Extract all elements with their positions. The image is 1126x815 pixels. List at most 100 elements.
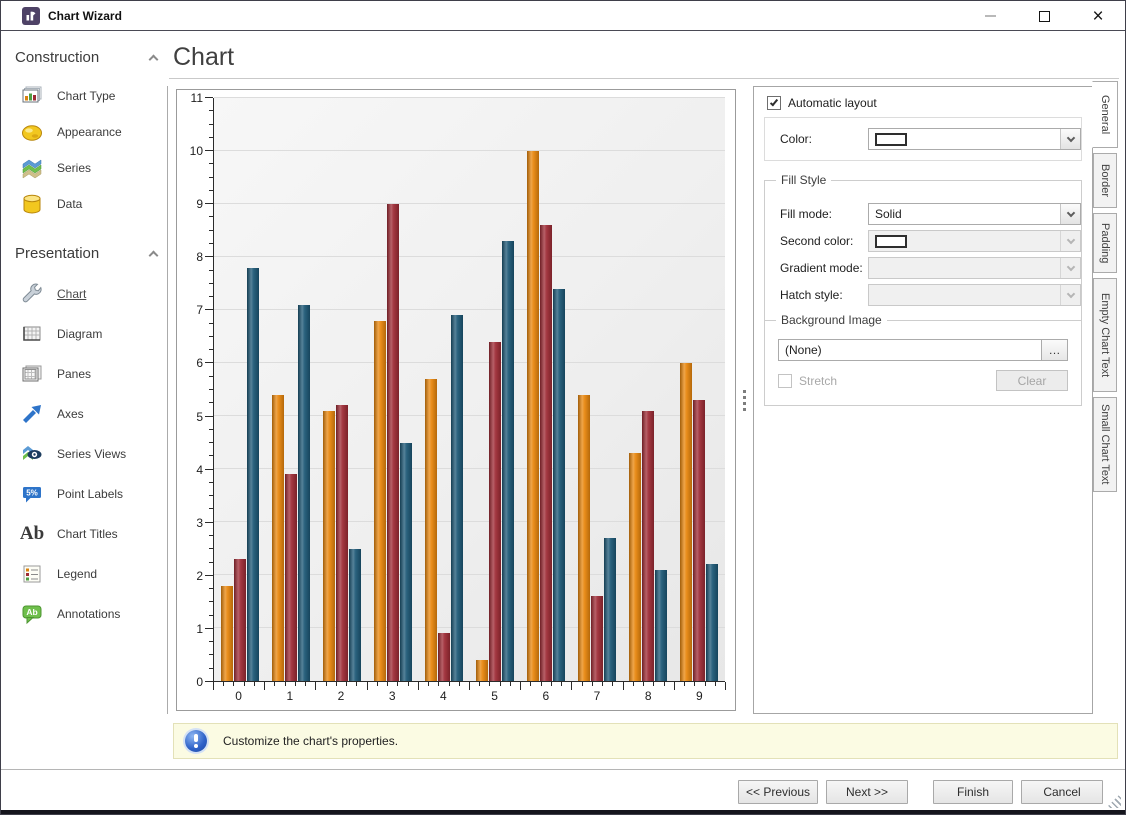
sidebar-item-diagram[interactable]: Diagram xyxy=(1,314,167,354)
y-tick-label: 11 xyxy=(190,91,203,105)
bar xyxy=(476,659,489,681)
y-tick-label: 3 xyxy=(196,515,203,530)
sidebar-item-axes[interactable]: Axes xyxy=(1,394,167,434)
x-major-tick xyxy=(417,682,419,690)
y-major-tick xyxy=(205,203,213,205)
y-minor-tick xyxy=(209,349,213,351)
sidebar-item-chart-titles[interactable]: Ab Chart Titles xyxy=(1,514,167,554)
app-chart-icon xyxy=(22,6,40,25)
tab-border[interactable]: Border xyxy=(1093,153,1117,208)
y-minor-tick xyxy=(209,110,213,112)
bar xyxy=(271,394,284,681)
x-minor-tick xyxy=(540,682,542,686)
browse-button[interactable]: … xyxy=(1042,339,1068,361)
y-minor-tick xyxy=(209,428,213,430)
automatic-layout-checkbox[interactable]: Automatic layout xyxy=(767,96,877,110)
x-tick-label: 6 xyxy=(542,689,550,703)
chevron-down-icon[interactable] xyxy=(1060,204,1080,224)
x-major-tick xyxy=(315,682,317,690)
legend-icon xyxy=(20,562,44,586)
resize-grip[interactable] xyxy=(1106,793,1121,808)
bar-group xyxy=(367,98,418,681)
x-minor-tick xyxy=(325,682,327,686)
sidebar-item-chart-type[interactable]: Chart Type xyxy=(1,78,167,114)
maximize-button[interactable] xyxy=(1031,3,1057,29)
x-minor-tick xyxy=(653,682,655,686)
y-minor-tick xyxy=(209,389,213,390)
window-bottom-edge xyxy=(1,810,1125,814)
bar xyxy=(373,320,386,681)
bar xyxy=(502,241,515,681)
sidebar-item-series-views[interactable]: Series Views xyxy=(1,434,167,474)
y-minor-tick xyxy=(209,189,213,191)
sidebar-item-data[interactable]: Data xyxy=(1,186,167,222)
y-minor-tick xyxy=(209,123,213,125)
close-button[interactable]: × xyxy=(1085,3,1111,29)
panes-icon xyxy=(20,362,44,386)
y-minor-tick xyxy=(209,243,213,244)
y-tick-label: 8 xyxy=(196,250,203,265)
bar xyxy=(450,315,463,681)
splitter-handle[interactable] xyxy=(743,390,746,393)
y-major-tick xyxy=(205,256,213,258)
sidebar-item-chart[interactable]: Chart xyxy=(1,274,167,314)
background-image-field[interactable]: (None) xyxy=(778,339,1042,361)
minimize-button[interactable] xyxy=(977,3,1003,29)
annotations-icon: Ab xyxy=(20,602,44,626)
y-minor-tick xyxy=(209,322,213,324)
x-tick-label: 7 xyxy=(593,689,601,703)
chart-titles-icon: Ab xyxy=(19,523,45,544)
x-minor-tick xyxy=(274,682,276,686)
next-button[interactable]: Next >> xyxy=(826,780,908,804)
tab-general[interactable]: General xyxy=(1092,81,1118,148)
x-minor-tick xyxy=(530,682,532,686)
stretch-checkbox: Stretch xyxy=(778,373,837,388)
sidebar-item-point-labels[interactable]: 5% Point Labels xyxy=(1,474,167,514)
y-major-tick xyxy=(205,681,213,682)
y-tick-label: 0 xyxy=(196,675,203,689)
tab-padding[interactable]: Padding xyxy=(1093,213,1117,273)
y-minor-tick xyxy=(209,535,213,536)
page-title: Chart xyxy=(173,43,235,71)
y-minor-tick xyxy=(209,455,213,457)
finish-button[interactable]: Finish xyxy=(933,780,1013,804)
previous-button[interactable]: << Previous xyxy=(738,780,818,804)
cancel-button[interactable]: Cancel xyxy=(1021,780,1103,804)
sidebar-item-annotations[interactable]: Ab Annotations xyxy=(1,594,167,634)
x-tick-label: 4 xyxy=(440,689,447,703)
x-minor-tick xyxy=(387,682,389,686)
tab-empty-chart-text[interactable]: Empty Chart Text xyxy=(1093,278,1117,392)
sidebar-item-label: Data xyxy=(57,197,83,211)
section-label: Presentation xyxy=(15,244,100,262)
chart-preview[interactable]: 0 1 2 3 4 5 6 7 8 9 10 11 0 1 2 3 4 5 6 7 8 9 xyxy=(176,89,736,711)
sidebar-item-legend[interactable]: Legend xyxy=(1,554,167,594)
bar-group xyxy=(623,98,674,681)
color-dropdown[interactable] xyxy=(868,128,1081,150)
x-minor-tick xyxy=(448,682,450,686)
presentation-list: Chart Diagram xyxy=(1,274,167,634)
wizard-sidebar: Construction Chart Type xyxy=(1,32,167,767)
sidebar-item-panes[interactable]: Panes xyxy=(1,354,167,394)
section-header-construction[interactable]: Construction xyxy=(15,45,159,69)
sidebar-item-series[interactable]: Series xyxy=(1,150,167,186)
section-header-presentation[interactable]: Presentation xyxy=(15,241,159,265)
x-tick-label: 1 xyxy=(286,689,294,703)
color-label: Color: xyxy=(780,132,813,146)
y-major-tick xyxy=(205,627,213,629)
title-bar[interactable]: Chart Wizard × xyxy=(1,1,1125,31)
y-minor-tick xyxy=(209,335,213,337)
x-minor-tick xyxy=(243,682,245,686)
construction-list: Chart Type Appearance xyxy=(1,78,167,222)
y-major-tick xyxy=(205,468,213,470)
sidebar-item-label: Point Labels xyxy=(57,487,124,501)
chevron-down-icon[interactable] xyxy=(1060,129,1080,149)
bar xyxy=(386,204,399,681)
bar xyxy=(604,537,617,681)
y-tick-label: 9 xyxy=(196,197,203,212)
y-minor-tick xyxy=(209,548,213,550)
tab-small-chart-text[interactable]: Small Chart Text xyxy=(1093,397,1117,492)
sidebar-item-appearance[interactable]: Appearance xyxy=(1,114,167,150)
y-minor-tick xyxy=(209,588,213,590)
sidebar-item-label: Axes xyxy=(57,407,84,421)
fill-mode-dropdown[interactable]: Solid xyxy=(868,203,1081,225)
